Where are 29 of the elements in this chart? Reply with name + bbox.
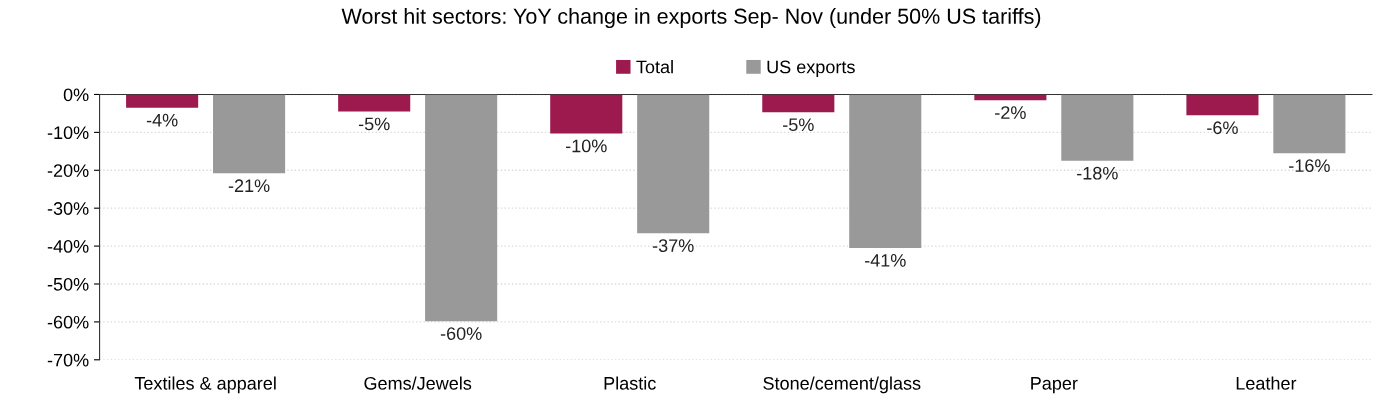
data-label: -5% (358, 117, 390, 131)
y-tick-label: -60% (47, 315, 89, 329)
x-tick-label: Plastic (604, 376, 656, 390)
legend-label: US exports (767, 60, 855, 77)
y-tick-label: -50% (47, 277, 89, 291)
data-label: -60% (440, 327, 482, 340)
y-tick-label: 0% (63, 88, 89, 102)
y-tick-label: -10% (47, 126, 89, 140)
data-label: -10% (565, 139, 607, 153)
data-label: -37% (652, 239, 694, 253)
x-tick-label: Paper (1031, 377, 1078, 394)
x-tick-label: Leather (1236, 376, 1297, 390)
data-label: -4% (146, 113, 178, 127)
x-tick-label: Stone/cement/glass (763, 376, 921, 394)
y-tick-label: -30% (47, 202, 89, 215)
data-label: -16% (1289, 159, 1330, 173)
data-label: -5% (783, 118, 814, 132)
y-tick-label: -40% (47, 240, 89, 253)
y-tick-label: -70% (47, 353, 89, 367)
data-label: -41% (864, 254, 906, 267)
y-tick-label: -20% (47, 164, 89, 177)
data-label: -21% (228, 179, 270, 193)
chart-title: Worst hit sectors: YoY change in exports Sep- Nov (under 50% US tariffs) (341, 8, 1041, 29)
data-label: -2% (995, 106, 1026, 119)
x-tick-label: Gems/Jewels (364, 376, 472, 390)
data-label: -6% (1207, 121, 1238, 135)
legend-label: Total (636, 60, 673, 74)
x-tick-label: Textiles & apparel (134, 376, 276, 394)
data-label: -18% (1077, 166, 1118, 180)
